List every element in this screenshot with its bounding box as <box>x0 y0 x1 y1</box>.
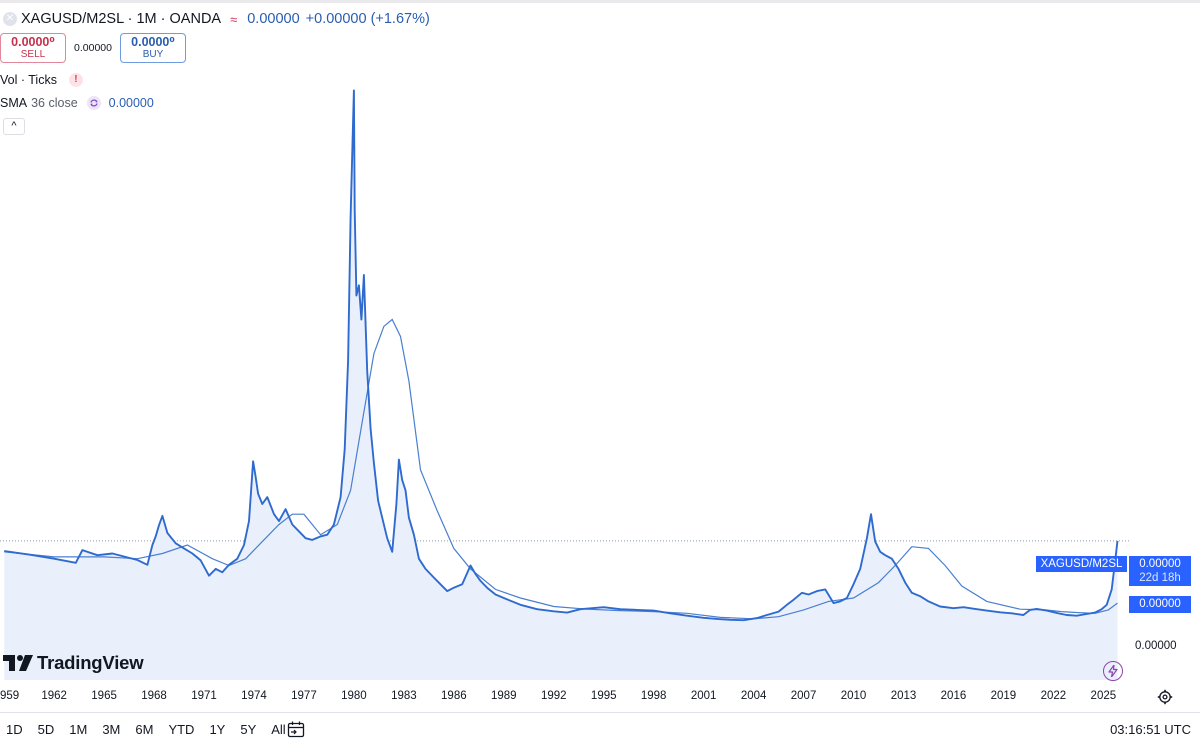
spread-value: 0.00000 <box>74 42 112 54</box>
x-tick-label: 959 <box>0 690 20 702</box>
x-tick-label: 1983 <box>391 690 417 702</box>
close-value: 0.00000 <box>247 11 300 27</box>
calendar-icon[interactable] <box>286 720 306 745</box>
range-button-6m[interactable]: 6M <box>135 722 154 737</box>
close-icon[interactable]: ✕ <box>3 12 17 26</box>
change-value: +0.00000 (+1.67%) <box>305 11 430 27</box>
price-area-fill <box>4 90 1118 680</box>
tradingview-logo-icon <box>3 655 33 671</box>
buy-price: 0.0000⁰ <box>131 35 175 49</box>
tradingview-logo[interactable]: TradingView <box>3 652 144 674</box>
price-axis-label: 0.00000 <box>1135 640 1177 652</box>
sma-name: SMA <box>0 96 28 110</box>
x-tick-label: 1977 <box>291 690 317 702</box>
price-line <box>4 89 1119 622</box>
range-button-3m[interactable]: 3M <box>102 722 121 737</box>
x-tick-label: 1971 <box>191 690 217 702</box>
last-price-value: 0.00000 <box>1139 558 1181 570</box>
time-axis[interactable]: 959 1962 1965 1968 1971 1974 1977 1980 1983 1986 1… <box>0 690 1130 706</box>
range-button-5d[interactable]: 5D <box>37 722 55 737</box>
range-button-all[interactable]: All <box>271 722 286 737</box>
buy-button[interactable]: 0.0000⁰ BUY <box>120 33 186 63</box>
sma-price-badge: 0.00000 <box>1129 596 1191 613</box>
range-button-1y[interactable]: 1Y <box>209 722 226 737</box>
x-tick-label: 2016 <box>940 690 967 702</box>
warning-icon[interactable]: ! <box>68 73 83 87</box>
utc-clock[interactable]: 03:16:51 UTC <box>1110 722 1191 737</box>
x-tick-label: 1998 <box>640 690 667 702</box>
lightning-icon[interactable] <box>1103 661 1123 681</box>
x-tick-label: 2022 <box>1040 690 1067 702</box>
x-tick-label: 1974 <box>241 690 267 702</box>
last-price-badge: 0.00000 22d 18h <box>1129 556 1191 586</box>
date-range-selector: 1D 5D 1M 3M 6M YTD 1Y 5Y All <box>6 722 301 737</box>
x-tick-label: 2013 <box>890 690 917 702</box>
cycle-icon[interactable] <box>86 96 101 110</box>
x-tick-label: 1986 <box>441 690 467 702</box>
x-tick-label: 1992 <box>540 690 567 702</box>
sell-button[interactable]: 0.0000⁰ SELL <box>0 33 66 63</box>
top-divider <box>0 0 1200 3</box>
sma-params: 36 close <box>31 96 78 110</box>
wave-icon: ≈ <box>230 11 238 27</box>
x-tick-label: 1965 <box>91 690 117 702</box>
x-tick-label: 2004 <box>740 690 767 702</box>
tradingview-logo-text: TradingView <box>37 652 144 673</box>
gear-icon[interactable] <box>1157 689 1173 710</box>
sma-line <box>4 318 1118 620</box>
x-tick-label: 2010 <box>840 690 867 702</box>
chevron-up-icon[interactable]: ^ <box>3 118 25 135</box>
sma-indicator-legend[interactable]: SMA 36 close 0.00000 <box>0 94 154 112</box>
bar-countdown: 22d 18h <box>1139 572 1181 584</box>
buy-label: BUY <box>142 49 164 60</box>
volume-indicator-label: Vol · Ticks <box>0 73 57 87</box>
chart-legend-header: ✕ XAGUSD/M2SL · 1M · OANDA ≈ 0.00000 +0.… <box>0 8 430 30</box>
symbol-price-badge: XAGUSD/M2SL <box>1036 556 1127 572</box>
sell-label: SELL <box>20 49 46 60</box>
range-button-1d[interactable]: 1D <box>6 722 23 737</box>
volume-indicator-legend[interactable]: Vol · Ticks ! <box>0 71 83 89</box>
symbol-title[interactable]: XAGUSD/M2SL · 1M · OANDA <box>21 11 222 27</box>
x-tick-label: 2001 <box>690 690 717 702</box>
bottom-toolbar: 1D 5D 1M 3M 6M YTD 1Y 5Y All 03:16:51 UTC <box>0 712 1200 745</box>
x-tick-label: 1995 <box>590 690 617 702</box>
x-tick-label: 1980 <box>341 690 367 702</box>
sell-price: 0.0000⁰ <box>11 35 55 49</box>
range-button-1m[interactable]: 1M <box>69 722 88 737</box>
sma-value: 0.00000 <box>108 96 154 110</box>
x-tick-label: 2019 <box>990 690 1017 702</box>
x-tick-label: 2025 <box>1090 690 1117 702</box>
x-tick-label: 1962 <box>41 690 67 702</box>
range-button-ytd[interactable]: YTD <box>168 722 195 737</box>
x-tick-label: 1989 <box>490 690 517 702</box>
range-button-5y[interactable]: 5Y <box>240 722 257 737</box>
trade-panel: 0.0000⁰ SELL 0.00000 0.0000⁰ BUY <box>0 33 186 63</box>
x-tick-label: 1968 <box>141 690 167 702</box>
x-tick-label: 2007 <box>790 690 817 702</box>
